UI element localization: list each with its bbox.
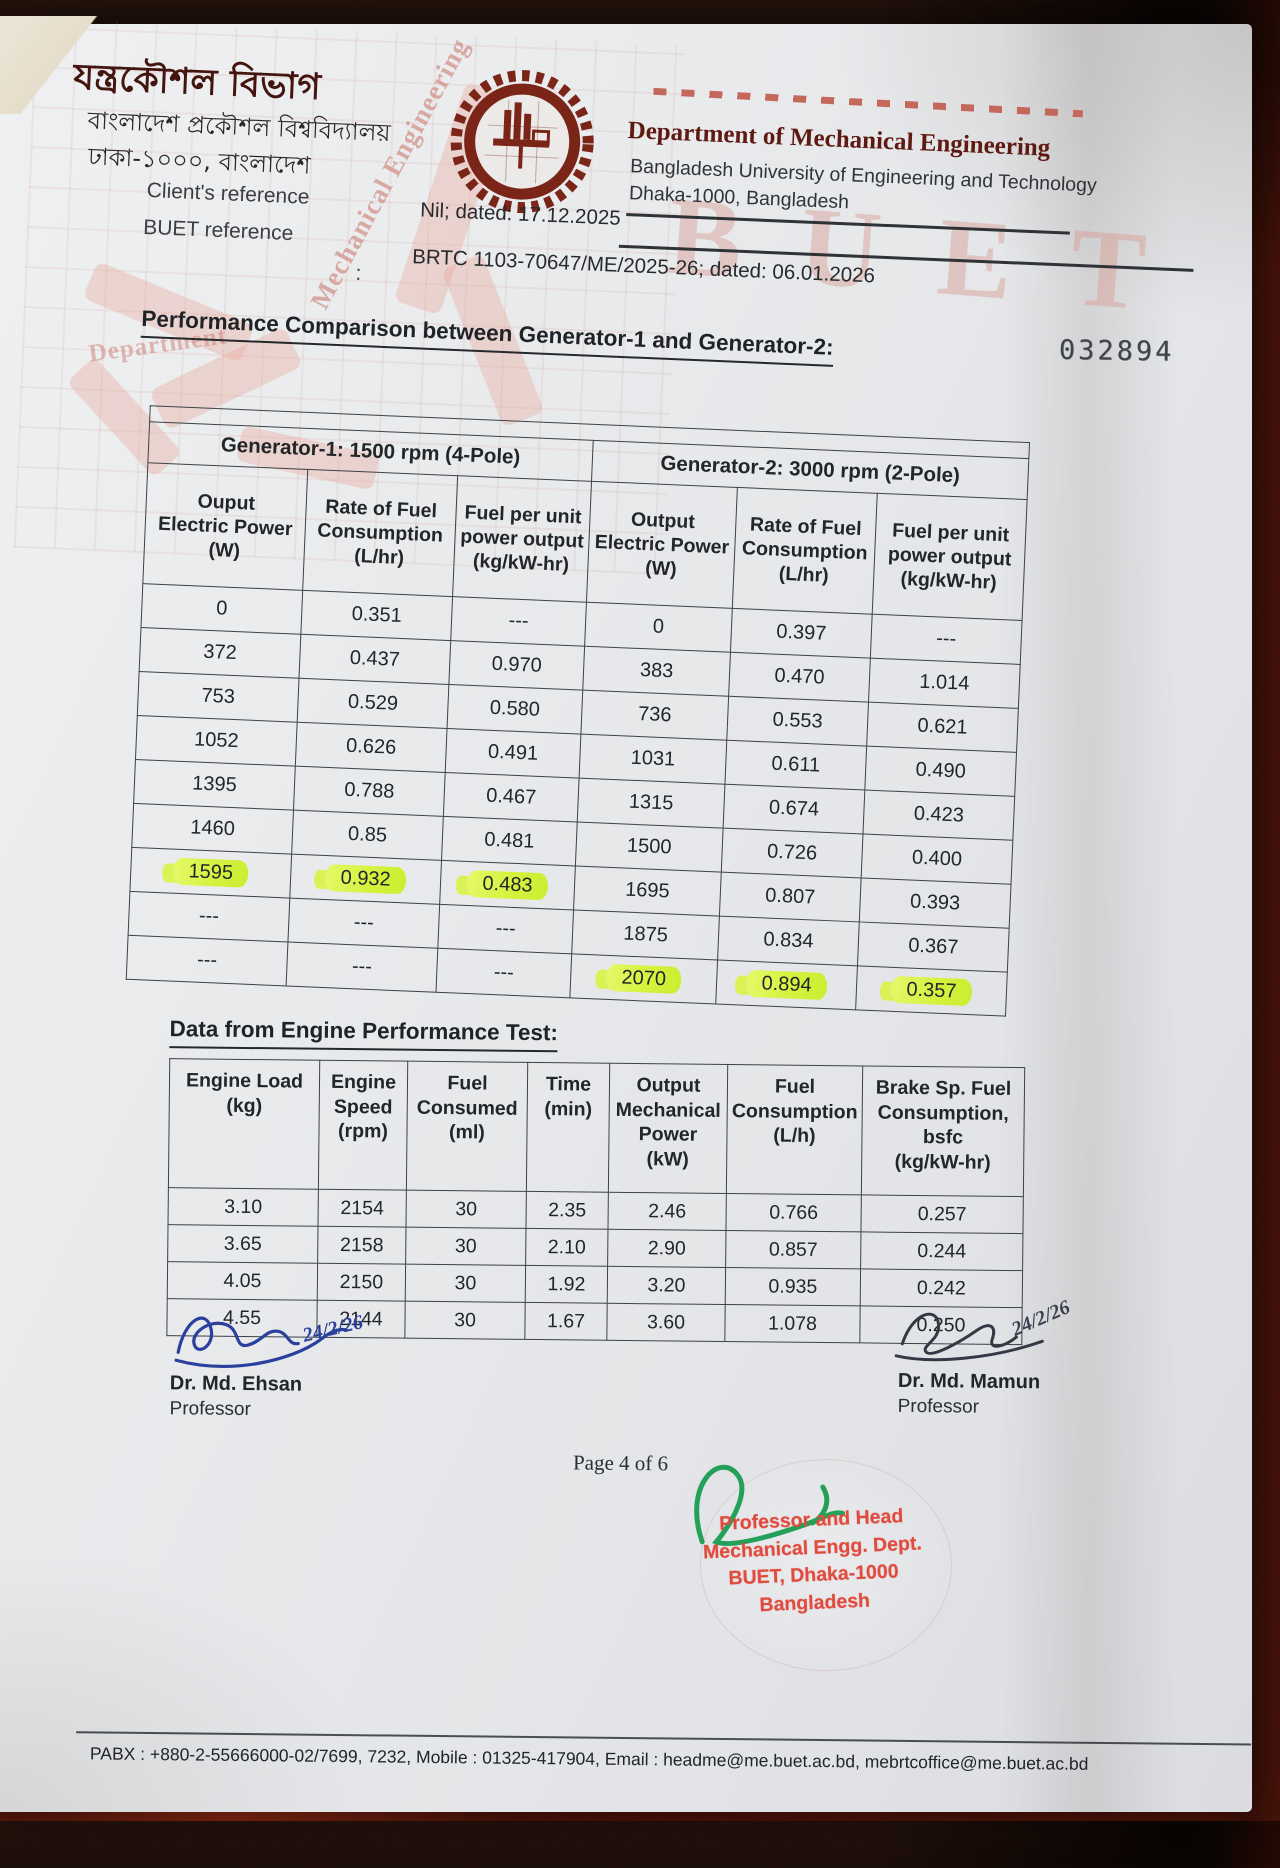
cell: 0.766 xyxy=(725,1193,862,1232)
cell: 2.10 xyxy=(525,1228,608,1267)
cell: 3.65 xyxy=(167,1224,319,1264)
cell: 30 xyxy=(405,1264,526,1303)
cell: 0.857 xyxy=(725,1230,861,1269)
signatory-title-left: Professor xyxy=(169,1398,252,1421)
cell: 2158 xyxy=(317,1226,406,1265)
page-number: Page 4 of 6 xyxy=(572,1450,669,1476)
buet-gear-logo xyxy=(450,70,594,214)
footer-rule xyxy=(76,1731,1252,1746)
signatory-title-right: Professor xyxy=(897,1395,980,1418)
cell: 30 xyxy=(405,1190,527,1229)
cell: 1.67 xyxy=(524,1302,608,1341)
cell: 2.90 xyxy=(607,1229,726,1268)
column-header: Brake Sp. Fuel Consumption, bsfc (kg/kW-… xyxy=(861,1065,1025,1197)
cell: 2.35 xyxy=(525,1191,609,1230)
office-stamp: Professor and Head Mechanical Engg. Dept… xyxy=(666,1501,960,1624)
cell: 2.46 xyxy=(607,1192,727,1231)
cell: 2154 xyxy=(318,1189,407,1228)
cell: 2150 xyxy=(317,1263,406,1302)
engine-test-title: Data from Engine Performance Test: xyxy=(169,1016,559,1053)
cell: 0.935 xyxy=(725,1267,861,1306)
cell: 30 xyxy=(404,1301,526,1340)
cell: 1.078 xyxy=(724,1304,861,1343)
stamp-signature-green xyxy=(694,1464,846,1546)
cell: 0.244 xyxy=(860,1231,1023,1271)
cell: 1.92 xyxy=(525,1265,608,1304)
signature-ehsan xyxy=(174,1316,349,1368)
column-header: Engine Speed (rpm) xyxy=(318,1060,408,1191)
cell: 30 xyxy=(405,1227,526,1266)
cell: 3.10 xyxy=(168,1187,319,1227)
column-header: Time (min) xyxy=(526,1062,610,1193)
footer-contact: PABX : +880-2-55666000-02/7699, 7232, Mo… xyxy=(89,1743,1089,1774)
column-header: Fuel Consumption (L/h) xyxy=(726,1064,863,1195)
cell: 4.05 xyxy=(167,1261,318,1301)
signatory-name-right: Dr. Md. Mamun xyxy=(897,1369,1041,1394)
cell: 3.60 xyxy=(606,1303,726,1342)
signature-mamun xyxy=(894,1312,1044,1362)
background-page-corner xyxy=(0,16,132,114)
cell: 3.20 xyxy=(607,1266,726,1305)
column-header: Engine Load (kg) xyxy=(168,1058,320,1190)
column-header: Output Mechanical Power (kW) xyxy=(608,1063,728,1194)
signatory-name-left: Dr. Md. Ehsan xyxy=(169,1372,303,1396)
scanned-document-photo: { "header": { "dept_bn": "যন্ত্রকৌশল বিভ… xyxy=(0,0,1280,1821)
cell: 0.257 xyxy=(860,1194,1024,1234)
column-header: Fuel Consumed (ml) xyxy=(406,1061,528,1192)
